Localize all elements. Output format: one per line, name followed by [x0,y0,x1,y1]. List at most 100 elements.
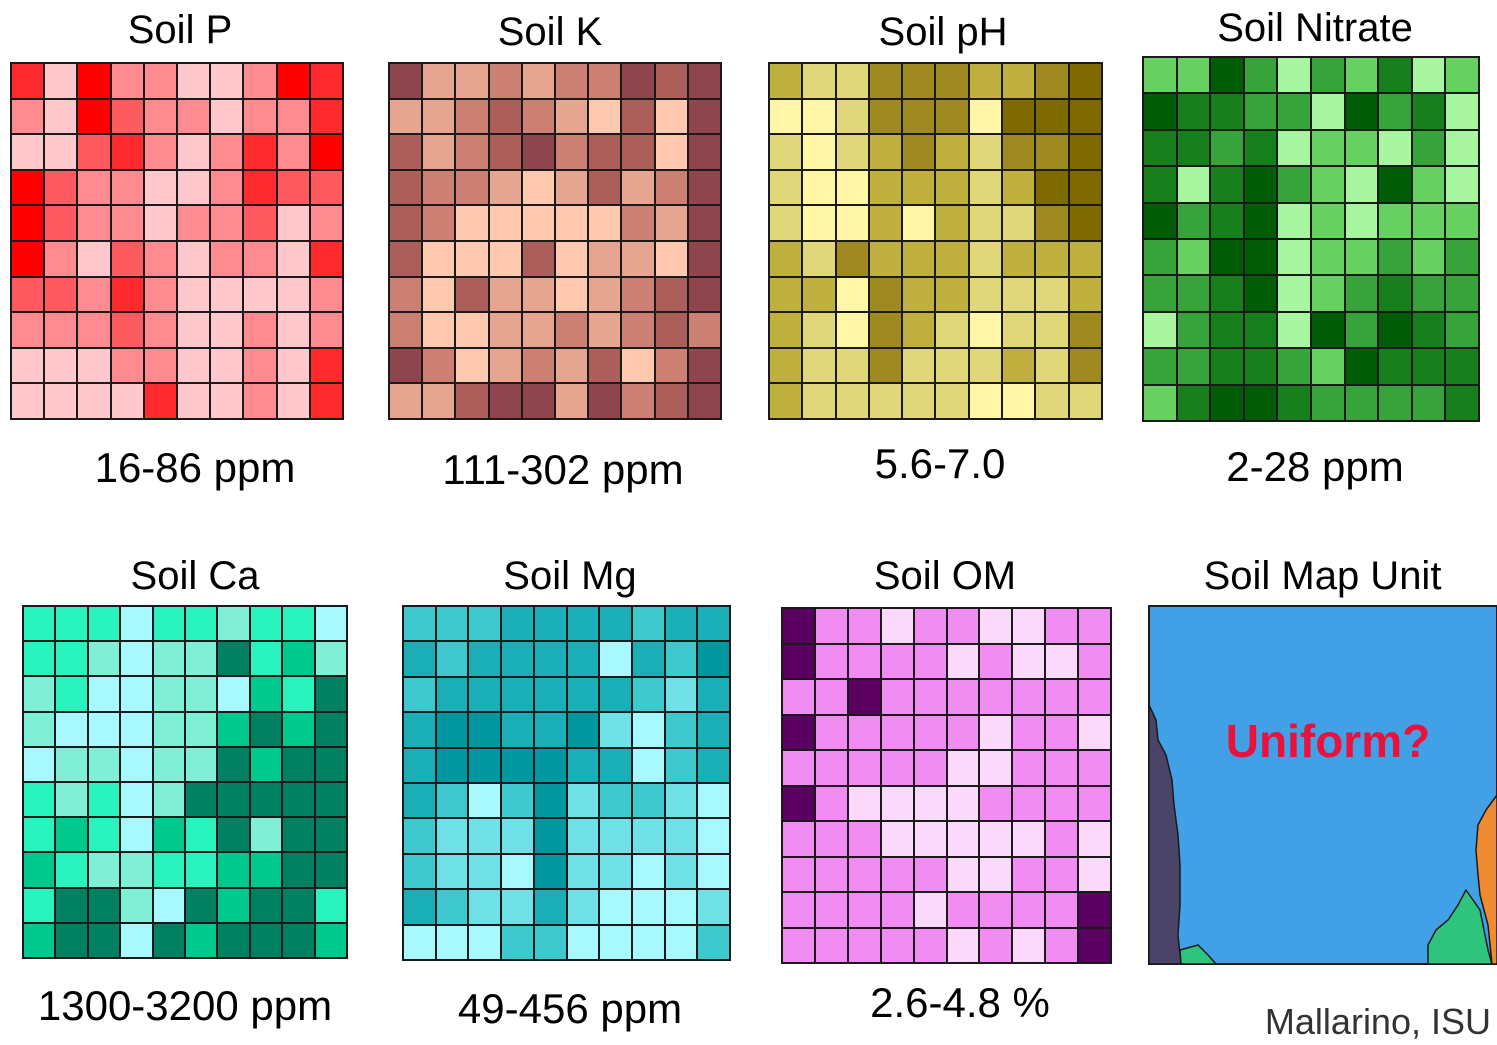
grid-cell [78,277,112,314]
grid-cell [655,99,689,136]
grid-cell [556,241,590,278]
heatmap-grid [402,605,731,961]
grid-cell [469,784,503,820]
grid-cell [277,384,311,420]
grid-cell [423,241,457,278]
grid-cell [600,713,633,749]
grid-cell [848,751,882,787]
grid-cell [567,890,601,926]
grid-cell [283,888,316,924]
grid-cell [534,607,568,643]
grid-cell [567,607,601,643]
grid-cell [111,348,145,385]
grid-cell [456,99,490,136]
grid-cell [178,277,212,314]
grid-cell [1177,94,1212,131]
panel-title: Soil P [127,8,233,52]
grid-cell [869,64,904,100]
grid-cell [1345,94,1380,131]
grid-cell [770,64,804,100]
grid-cell [1211,240,1245,277]
grid-cell [436,713,470,749]
heatmap-grid [388,62,722,420]
grid-cell [121,923,154,959]
grid-cell [567,819,601,855]
grid-cell [600,890,633,926]
grid-cell [244,277,278,314]
grid-cell [244,348,278,385]
grid-cell [655,384,689,420]
grid-cell [869,241,904,278]
grid-cell [556,348,590,385]
grid-cell [947,715,981,751]
panel-title: Soil Map Unit [1203,554,1442,598]
grid-cell [78,384,112,420]
grid-cell [1244,385,1279,422]
grid-cell [1278,276,1312,313]
grid-cell [1069,348,1103,385]
grid-cell [1069,313,1103,349]
grid-cell [848,715,882,751]
grid-cell [1345,349,1380,386]
grid-cell [1244,58,1279,95]
grid-cell [88,712,122,748]
grid-cell [815,715,849,751]
grid-cell [315,712,348,748]
grid-cell [12,277,46,314]
grid-cell [250,923,284,959]
grid-cell [522,135,556,171]
grid-cell [111,206,145,242]
grid-cell [1069,64,1103,100]
grid-cell [980,786,1014,822]
grid-cell [1036,384,1070,420]
grid-cell [423,135,457,171]
grid-cell [936,384,970,420]
grid-cell [1046,644,1080,680]
grid-cell [45,135,79,171]
grid-cell [783,609,816,645]
grid-cell [244,135,278,171]
grid-cell [914,609,948,645]
grid-cell [836,135,870,171]
grid-cell [655,64,689,100]
grid-cell [589,64,623,100]
grid-cell [144,99,178,136]
grid-cell [250,853,284,889]
grid-cell [1069,99,1103,136]
grid-cell [244,64,278,100]
grid-cell [315,642,348,678]
grid-cell [903,99,937,136]
grid-cell [469,854,503,891]
grid-cell [1003,99,1037,136]
grid-cell [436,784,470,820]
grid-cell [1003,64,1037,100]
grid-cell [211,241,245,278]
grid-cell [24,853,57,889]
grid-cell [783,680,816,716]
grid-cell [698,677,731,714]
grid-cell [522,384,556,420]
grid-cell [903,64,937,100]
grid-cell [980,822,1014,858]
grid-cell [186,607,219,643]
grid-cell [534,677,568,714]
grid-cell [121,747,154,783]
grid-cell [632,642,666,678]
grid-cell [1036,99,1070,136]
grid-cell [1177,276,1212,313]
grid-cell [277,313,311,349]
grid-cell [1412,130,1447,168]
grid-cell [1144,240,1178,277]
grid-cell [456,170,490,207]
grid-cell [632,748,666,784]
grid-cell [218,888,251,924]
grid-cell [310,135,344,171]
grid-cell [980,680,1014,716]
grid-cell [522,241,556,278]
grid-cell [556,206,590,242]
panel-range: 111-302 ppm [442,446,684,493]
grid-cell [45,64,79,100]
grid-cell [655,135,689,171]
grid-cell [969,277,1004,314]
grid-cell [688,99,722,136]
